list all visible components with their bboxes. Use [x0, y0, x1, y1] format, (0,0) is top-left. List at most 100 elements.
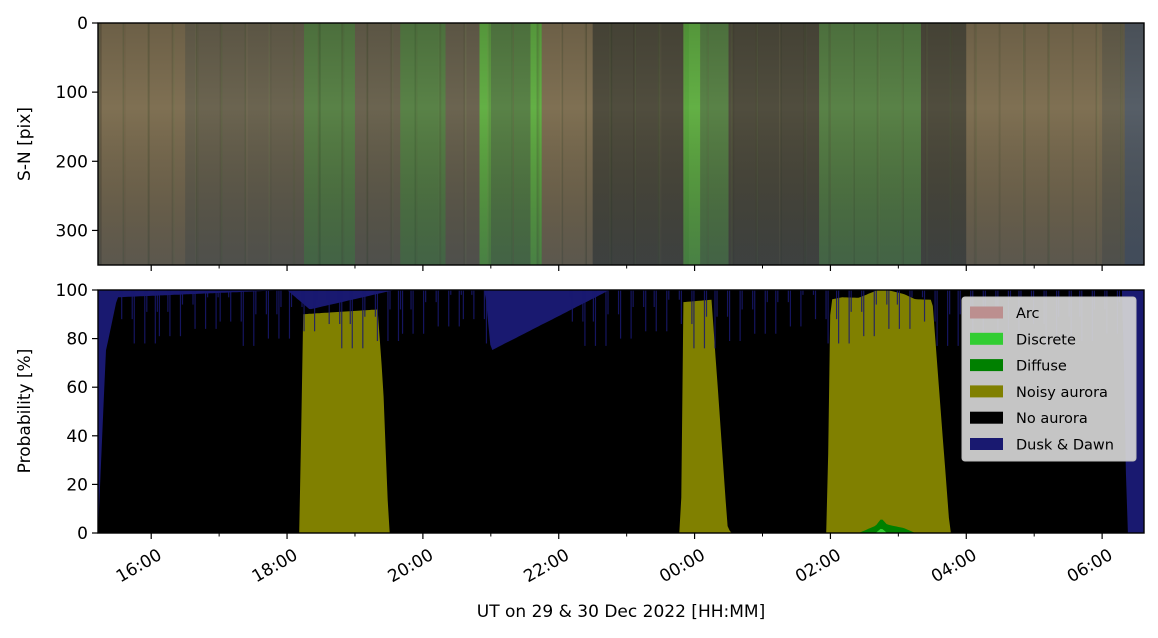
area-spike [1020, 290, 1022, 300]
area-spike [458, 290, 460, 327]
area-spike [754, 290, 756, 334]
area-spike [364, 290, 366, 317]
area-spike [485, 290, 488, 344]
area-spike [775, 290, 777, 334]
area-spike [936, 290, 938, 346]
area-spike [947, 290, 949, 346]
area-spike [949, 290, 951, 315]
area-spike [645, 290, 647, 332]
area-spike [569, 290, 571, 298]
area-spike [632, 290, 634, 308]
area-spike [303, 290, 305, 332]
area-spike [349, 290, 351, 325]
area-spike [376, 290, 379, 342]
area-spike [1030, 290, 1033, 300]
area-spike [412, 290, 414, 334]
probability-y-tick-label: 100 [56, 281, 88, 301]
area-spike [909, 290, 911, 329]
area-spike [594, 290, 597, 346]
area-spike [630, 290, 632, 339]
area-spike [192, 290, 194, 305]
area-spike [655, 290, 657, 332]
probability-x-tick-label: 02:00 [792, 545, 844, 587]
area-spike [886, 290, 888, 305]
area-spike [313, 290, 316, 332]
area-spike [678, 290, 680, 300]
probability-x-tick-label: 18:00 [249, 545, 301, 587]
area-spike [158, 290, 160, 337]
area-spike [571, 290, 573, 322]
probability-y-tick-label: 0 [77, 524, 88, 544]
legend-label: Discrete [1016, 332, 1076, 348]
area-spike [133, 290, 135, 344]
area-spike [267, 290, 270, 339]
probability-x-tick-label: 00:00 [656, 545, 708, 587]
area-spike [653, 290, 655, 308]
keogram-panel: 0 100 200 300 S-N [pix] [15, 14, 1145, 271]
area-spike [435, 290, 437, 303]
area-spike [326, 290, 328, 300]
probability-areas [98, 290, 1144, 533]
area-spike [896, 290, 898, 305]
area-spike [483, 290, 485, 320]
probability-x-tick-label: 06:00 [1064, 545, 1116, 587]
area-spike [825, 290, 827, 320]
area-spike [619, 290, 622, 339]
keogram-x-ticks [150, 265, 1103, 271]
area-spike [410, 290, 412, 310]
area-spike [194, 290, 196, 329]
area-spike [204, 290, 207, 329]
area-spike [703, 290, 706, 349]
area-spike [351, 290, 353, 349]
legend-label: Diffuse [1016, 359, 1067, 375]
area-spike [179, 290, 182, 337]
area-spike [280, 290, 282, 308]
area-spike [777, 290, 779, 303]
probability-x-tick-label: 04:00 [928, 545, 980, 587]
area-spike [617, 290, 620, 315]
area-spike [240, 290, 242, 322]
keogram-y-tick-label: 200 [56, 152, 88, 172]
area-spike [873, 290, 875, 337]
legend-swatch [970, 438, 1003, 450]
area-spike [888, 290, 890, 329]
area-spike [215, 290, 217, 329]
probability-y-tick-label: 40 [66, 427, 88, 447]
area-spike [423, 290, 425, 334]
keogram-frame [97, 22, 1145, 266]
area-spike [230, 290, 232, 322]
x-axis-label: UT on 29 & 30 Dec 2022 [HH:MM] [477, 602, 765, 622]
area-spike [337, 290, 339, 300]
area-spike [800, 290, 802, 327]
area-spike [119, 290, 121, 295]
area-spike [605, 290, 607, 346]
area-spike [741, 290, 743, 310]
area-noisy-aurora [98, 290, 1144, 533]
area-spike [691, 290, 693, 325]
area-spike [131, 290, 133, 320]
area-spike [207, 290, 209, 298]
area-spike [437, 290, 439, 327]
area-spike [787, 290, 789, 303]
area-spike [1009, 290, 1012, 300]
area-spike [739, 290, 741, 342]
probability-x-tick-label: 20:00 [385, 545, 437, 587]
area-spike [265, 290, 267, 315]
area-spike [764, 290, 766, 334]
legend-label: No aurora [1016, 411, 1088, 427]
area-spike [705, 290, 708, 317]
area-spike [374, 290, 376, 317]
area-discrete [98, 528, 1144, 533]
area-spike [181, 290, 184, 305]
area-spike [288, 290, 291, 339]
area-spike [339, 290, 341, 325]
area-spike [875, 290, 877, 305]
legend-box [961, 296, 1137, 462]
area-spike [290, 290, 293, 308]
area-spike [448, 290, 450, 327]
area-spike [921, 290, 924, 298]
probability-y-axis-label: Probability [%] [15, 349, 35, 474]
keogram-shading [98, 23, 1144, 265]
area-spike [242, 290, 244, 346]
area-spike [957, 290, 959, 346]
